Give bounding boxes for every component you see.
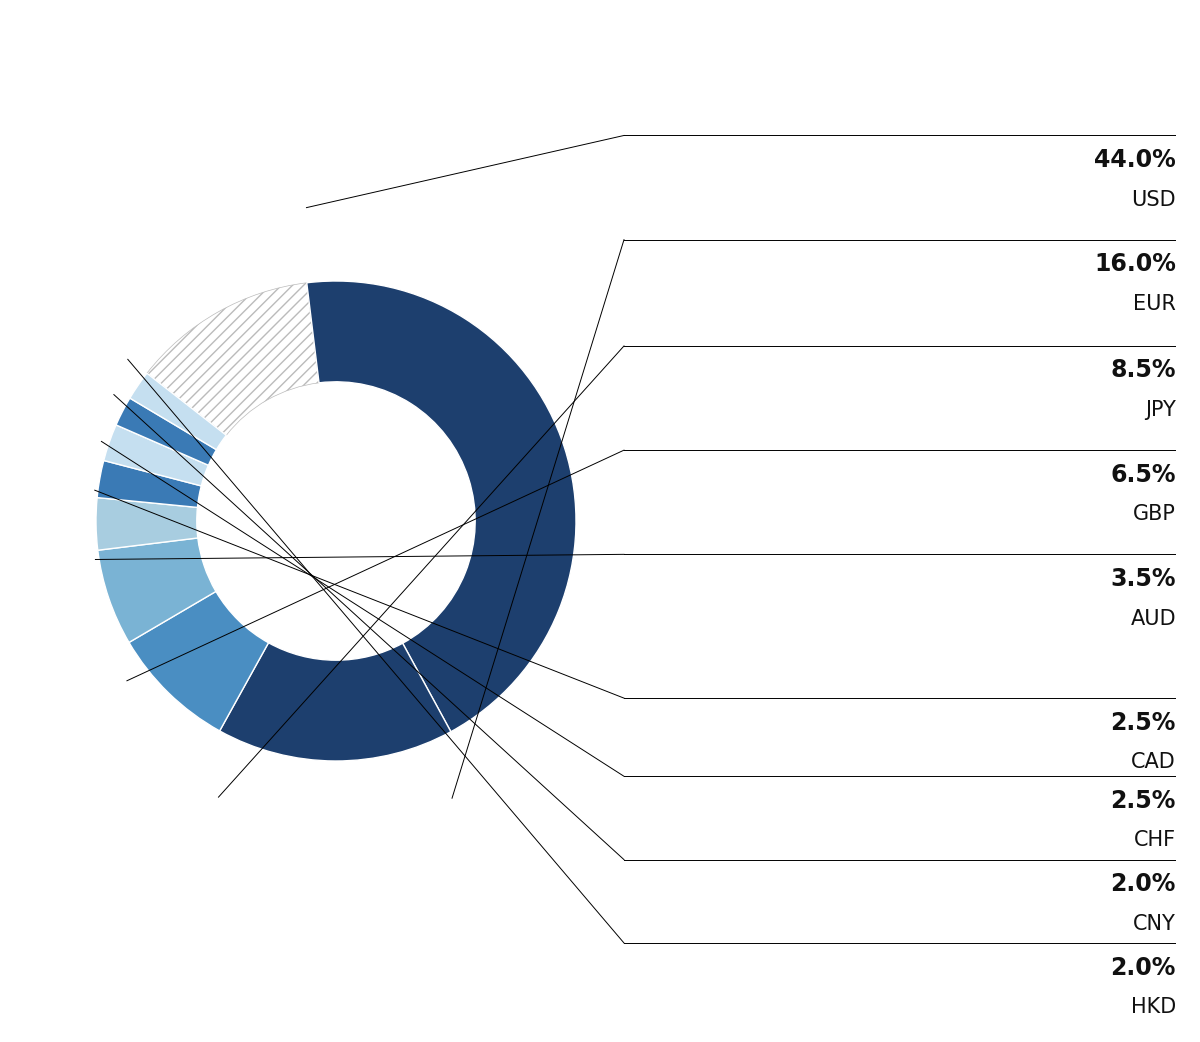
Text: 44.0%: 44.0% bbox=[1094, 148, 1176, 172]
Wedge shape bbox=[103, 425, 209, 486]
Text: 16.0%: 16.0% bbox=[1094, 252, 1176, 276]
Wedge shape bbox=[97, 538, 216, 643]
Wedge shape bbox=[116, 398, 216, 466]
Text: 2.5%: 2.5% bbox=[1111, 711, 1176, 735]
Wedge shape bbox=[96, 498, 198, 550]
Text: AUD: AUD bbox=[1130, 609, 1176, 628]
Text: 8.5%: 8.5% bbox=[1110, 358, 1176, 382]
Text: HKD: HKD bbox=[1130, 997, 1176, 1017]
Text: GBP: GBP bbox=[1133, 504, 1176, 524]
Text: EUR: EUR bbox=[1133, 294, 1176, 314]
Wedge shape bbox=[307, 281, 576, 731]
Wedge shape bbox=[128, 592, 269, 730]
Text: 6.5%: 6.5% bbox=[1110, 463, 1176, 487]
Wedge shape bbox=[97, 461, 202, 507]
Text: CHF: CHF bbox=[1134, 830, 1176, 850]
Text: JPY: JPY bbox=[1145, 400, 1176, 420]
Text: CAD: CAD bbox=[1132, 752, 1176, 772]
Text: 2.5%: 2.5% bbox=[1111, 789, 1176, 813]
Text: USD: USD bbox=[1132, 190, 1176, 209]
Text: 2.0%: 2.0% bbox=[1111, 956, 1176, 979]
Text: CNY: CNY bbox=[1133, 914, 1176, 934]
Text: 3.5%: 3.5% bbox=[1110, 567, 1176, 591]
Text: 2.0%: 2.0% bbox=[1111, 872, 1176, 896]
Wedge shape bbox=[220, 643, 451, 761]
Wedge shape bbox=[130, 373, 227, 450]
Wedge shape bbox=[146, 282, 319, 436]
